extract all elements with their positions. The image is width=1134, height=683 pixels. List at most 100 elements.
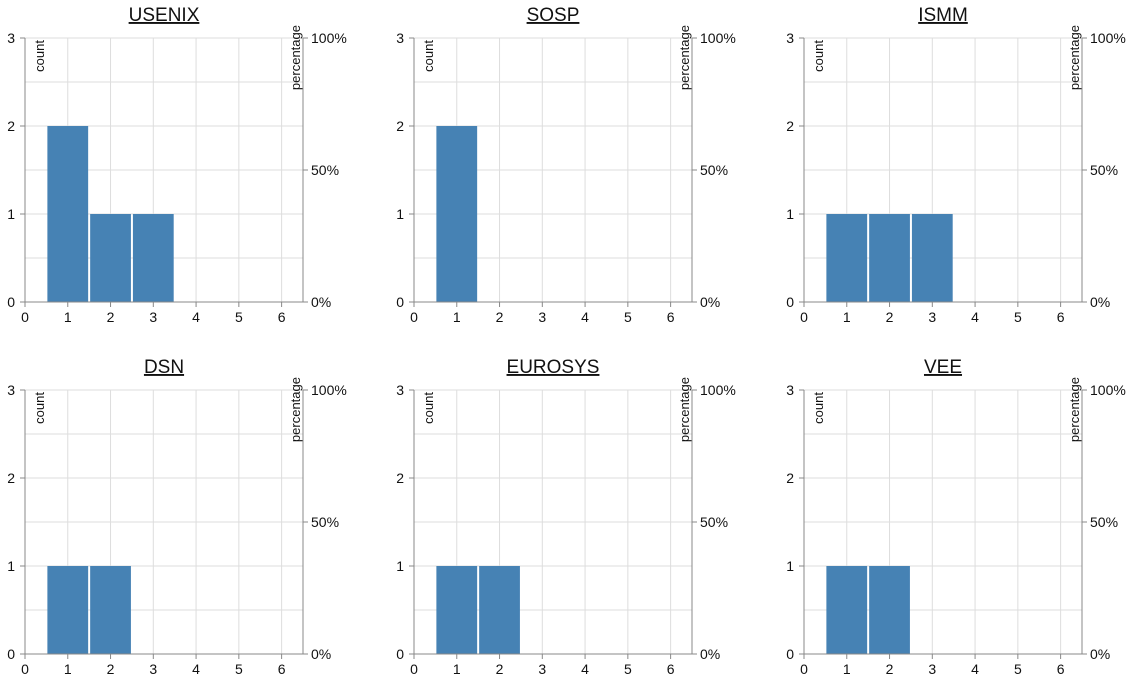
y-axis-title: count xyxy=(811,392,826,424)
bar xyxy=(436,566,478,654)
y-tick-label: 2 xyxy=(7,470,15,486)
y-tick-label: 0 xyxy=(7,646,15,662)
bar xyxy=(479,566,520,654)
facet-panel-eurosys: 0 1 2 3 4 5 6 0 1 2 3 0% 50% 100% count percentage EUROS… xyxy=(396,357,736,677)
y2-tick-label: 0% xyxy=(1090,294,1110,310)
y2-tick-label: 0% xyxy=(1090,646,1110,662)
x-tick-label: 5 xyxy=(235,661,243,677)
y-tick-label: 1 xyxy=(7,558,15,574)
y2-tick-label: 50% xyxy=(311,162,339,178)
y2-tick-label: 100% xyxy=(1090,382,1126,398)
bar xyxy=(869,566,910,654)
x-tick-label: 0 xyxy=(410,661,418,677)
x-tick-label: 1 xyxy=(64,661,72,677)
y-tick-label: 1 xyxy=(396,206,404,222)
y2-tick-label: 0% xyxy=(311,294,331,310)
y-tick-label: 2 xyxy=(7,118,15,134)
y-tick-label: 0 xyxy=(786,294,794,310)
panel-title: USENIX xyxy=(129,5,200,26)
bar xyxy=(436,126,478,302)
x-tick-label: 0 xyxy=(800,309,808,325)
bar xyxy=(826,566,868,654)
bar xyxy=(869,214,910,302)
x-tick-label: 6 xyxy=(667,661,675,677)
bar xyxy=(90,566,131,654)
y-tick-label: 1 xyxy=(7,206,15,222)
facet-panel-vee: 0 1 2 3 4 5 6 0 1 2 3 0% 50% 100% count percentage VEE xyxy=(786,357,1126,677)
bar xyxy=(911,214,953,302)
y-tick-label: 2 xyxy=(786,470,794,486)
x-tick-label: 3 xyxy=(928,661,936,677)
bar xyxy=(47,566,89,654)
y-tick-label: 3 xyxy=(7,30,15,46)
y2-axis-title: percentage xyxy=(288,25,303,90)
x-tick-label: 2 xyxy=(107,309,115,325)
y2-axis-title: percentage xyxy=(1067,377,1082,442)
y2-axis-title: percentage xyxy=(1067,25,1082,90)
x-tick-label: 4 xyxy=(581,309,589,325)
x-tick-label: 3 xyxy=(538,309,546,325)
y-axis-title: count xyxy=(32,392,47,424)
y-tick-label: 0 xyxy=(786,646,794,662)
x-tick-label: 2 xyxy=(496,661,504,677)
x-tick-label: 5 xyxy=(235,309,243,325)
facet-panel-usenix: 0 1 2 3 4 5 6 0 1 2 3 0% 50% 100% count percentage USENI… xyxy=(7,5,347,325)
x-tick-label: 5 xyxy=(624,661,632,677)
y-axis-title: count xyxy=(421,40,436,72)
x-tick-label: 1 xyxy=(453,309,461,325)
y2-tick-label: 100% xyxy=(700,30,736,46)
y-tick-label: 1 xyxy=(786,206,794,222)
x-tick-label: 4 xyxy=(581,661,589,677)
y2-tick-label: 50% xyxy=(700,514,728,530)
y-tick-label: 2 xyxy=(786,118,794,134)
panel-title: ISMM xyxy=(918,5,968,26)
y2-tick-label: 50% xyxy=(700,162,728,178)
y2-tick-label: 0% xyxy=(311,646,331,662)
y-tick-label: 1 xyxy=(396,558,404,574)
bar xyxy=(47,126,89,302)
x-tick-label: 4 xyxy=(192,309,200,325)
x-tick-label: 2 xyxy=(107,661,115,677)
x-tick-label: 4 xyxy=(971,309,979,325)
y-tick-label: 3 xyxy=(396,30,404,46)
x-tick-label: 3 xyxy=(149,309,157,325)
y-tick-label: 2 xyxy=(396,118,404,134)
panel-title: DSN xyxy=(144,357,184,378)
x-tick-label: 3 xyxy=(538,661,546,677)
y2-tick-label: 0% xyxy=(700,294,720,310)
x-tick-label: 1 xyxy=(843,661,851,677)
y-axis-title: count xyxy=(32,40,47,72)
x-tick-label: 6 xyxy=(1057,309,1065,325)
bar xyxy=(132,214,174,302)
facet-panel-dsn: 0 1 2 3 4 5 6 0 1 2 3 0% 50% 100% count percentage DSN xyxy=(7,357,347,677)
x-tick-label: 2 xyxy=(886,309,894,325)
x-tick-label: 6 xyxy=(278,309,286,325)
y-tick-label: 3 xyxy=(786,382,794,398)
y2-tick-label: 100% xyxy=(1090,30,1126,46)
x-tick-label: 6 xyxy=(1057,661,1065,677)
x-tick-label: 2 xyxy=(886,661,894,677)
y-tick-label: 1 xyxy=(786,558,794,574)
x-tick-label: 5 xyxy=(1014,309,1022,325)
y-axis-title: count xyxy=(421,392,436,424)
x-tick-label: 2 xyxy=(496,309,504,325)
x-tick-label: 0 xyxy=(410,309,418,325)
bar xyxy=(826,214,868,302)
y-tick-label: 2 xyxy=(396,470,404,486)
y2-tick-label: 100% xyxy=(311,382,347,398)
x-tick-label: 6 xyxy=(667,309,675,325)
y-tick-label: 3 xyxy=(396,382,404,398)
x-tick-label: 4 xyxy=(971,661,979,677)
panel-title: VEE xyxy=(924,357,962,378)
y2-axis-title: percentage xyxy=(677,377,692,442)
facet-panel-sosp: 0 1 2 3 4 5 6 0 1 2 3 0% 50% 100% count percentage SOSP xyxy=(396,5,736,325)
y-tick-label: 3 xyxy=(786,30,794,46)
y2-tick-label: 0% xyxy=(700,646,720,662)
y-axis-title: count xyxy=(811,40,826,72)
x-tick-label: 5 xyxy=(624,309,632,325)
y-tick-label: 0 xyxy=(396,646,404,662)
x-tick-label: 4 xyxy=(192,661,200,677)
x-tick-label: 3 xyxy=(928,309,936,325)
y-tick-label: 3 xyxy=(7,382,15,398)
x-tick-label: 1 xyxy=(64,309,72,325)
